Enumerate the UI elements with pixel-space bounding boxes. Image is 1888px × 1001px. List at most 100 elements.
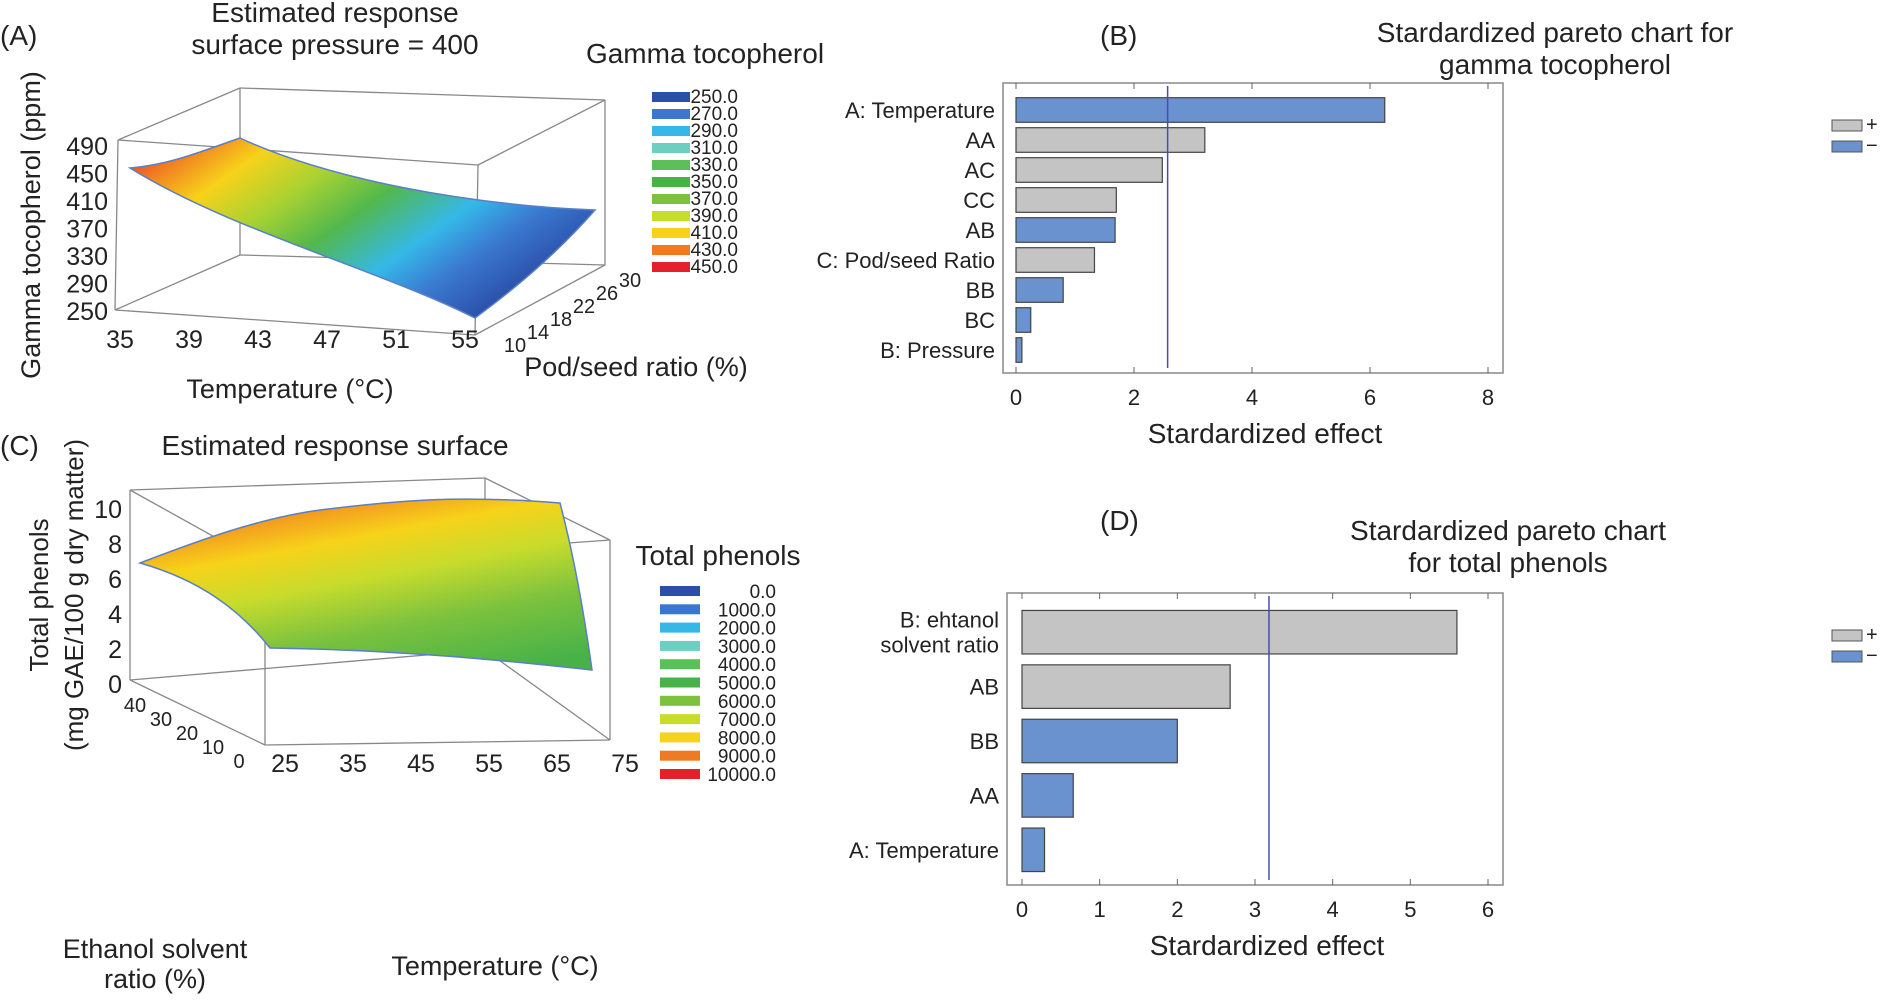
legend-label-c: 3000.0 [718, 637, 776, 658]
response-surface-a [127, 137, 597, 319]
bar-label-d: solvent ratio [880, 633, 999, 658]
y-tick-label-a: 18 [550, 309, 572, 331]
x-tick-label-a: 55 [451, 326, 479, 354]
bar-label-d: BB [970, 729, 999, 754]
bar-label-d: B: ehtanol [900, 608, 999, 633]
x-tick-label-c: 25 [271, 750, 299, 778]
z-tick-label-a: 450 [66, 161, 108, 189]
y-axis-label-c: ratio (%) [104, 964, 206, 994]
z-tick-label-c: 6 [108, 566, 122, 594]
response-surface-c [137, 498, 593, 671]
legend-swatch-a [652, 143, 690, 153]
bar-b [1015, 337, 1023, 363]
legend-swatch-c [660, 677, 700, 688]
x-tick-label-d: 5 [1404, 897, 1416, 922]
legend-swatch-a [652, 160, 690, 170]
x-tick-label-a: 39 [175, 326, 203, 354]
panel-label-a: (A) [0, 20, 37, 51]
y-tick-label-c: 10 [202, 737, 224, 759]
x-tick-label-d: 3 [1249, 897, 1261, 922]
legend-label-a: 410.0 [690, 223, 738, 244]
z-tick-label-a: 490 [66, 133, 108, 161]
box-edge [117, 87, 241, 141]
legend-swatch-a [652, 262, 690, 272]
bar-label-b: BC [964, 308, 995, 333]
legend-title-a: Gamma tocopherol [586, 38, 824, 69]
legend-swatch-d [1831, 650, 1863, 663]
panel-label-c: (C) [0, 430, 39, 461]
box-edge [477, 99, 606, 166]
bar-label-b: CC [963, 188, 995, 213]
legend-label-d: − [1866, 645, 1878, 667]
y-tick-label-c: 40 [124, 695, 146, 717]
z-tick-label-a: 330 [66, 243, 108, 271]
x-axis-label-d: Stardardized effect [1150, 930, 1385, 961]
legend-label-a: 430.0 [690, 240, 738, 261]
z-axis-label-c: (mg GAE/100 g dry matter) [59, 439, 89, 751]
bar-b [1015, 217, 1116, 243]
box-edge [114, 309, 476, 336]
x-tick-label-a: 43 [244, 326, 272, 354]
bar-label-b: AA [966, 128, 996, 153]
y-tick-label-a: 22 [573, 296, 595, 318]
x-tick-label-c: 65 [543, 750, 571, 778]
chart-title-c: Estimated response surface [161, 430, 508, 461]
x-tick-label-b: 2 [1128, 385, 1140, 410]
chart-title-b: gamma tocopherol [1439, 49, 1671, 80]
legend-swatch-c [660, 622, 700, 633]
y-axis-label-a: Pod/seed ratio (%) [524, 352, 748, 382]
box-edge [114, 254, 241, 311]
y-tick-label-c: 0 [233, 751, 244, 773]
z-tick-label-a: 250 [66, 298, 108, 326]
legend-label-d: + [1866, 624, 1878, 646]
y-tick-label-a: 14 [527, 322, 549, 344]
legend-swatch-b [1831, 119, 1863, 132]
box-edge [117, 139, 479, 166]
legend-swatch-c [660, 732, 700, 743]
bar-d [1021, 773, 1074, 818]
box-edge [114, 139, 119, 311]
legend-label-a: 270.0 [690, 104, 738, 125]
chart-title-d: for total phenols [1408, 547, 1607, 578]
legend-label-c: 10000.0 [707, 765, 776, 786]
bar-d [1021, 718, 1178, 764]
z-axis-label-c: Total phenols [24, 518, 54, 671]
legend-swatch-a [652, 211, 690, 221]
x-tick-label-d: 0 [1016, 897, 1028, 922]
bar-b [1015, 277, 1064, 303]
legend-swatch-c [660, 695, 700, 706]
x-tick-label-a: 35 [106, 326, 134, 354]
z-tick-label-c: 2 [108, 636, 122, 664]
legend-label-a: 310.0 [690, 138, 738, 159]
box-edge [129, 679, 266, 746]
legend-swatch-c [660, 586, 700, 596]
bar-label-b: C: Pod/seed Ratio [816, 248, 995, 273]
bar-d [1021, 609, 1458, 655]
legend-label-c: 5000.0 [718, 674, 776, 695]
x-tick-label-c: 35 [339, 750, 367, 778]
bar-label-d: AA [970, 783, 1000, 808]
legend-swatch-a [652, 228, 690, 238]
legend-swatch-c [660, 604, 700, 615]
x-tick-label-c: 55 [475, 750, 503, 778]
legend-swatch-c [660, 750, 700, 761]
z-tick-label-a: 290 [66, 271, 108, 299]
x-tick-label-d: 2 [1171, 897, 1183, 922]
y-axis-label-c: Ethanol solvent [63, 934, 248, 964]
bar-b [1015, 127, 1206, 153]
legend-label-a: 330.0 [690, 155, 738, 176]
legend-label-a: 350.0 [690, 172, 738, 193]
chart-title-a: Estimated response [211, 0, 458, 28]
box-edge [484, 649, 611, 741]
bar-d [1021, 664, 1231, 709]
y-tick-label-a: 30 [619, 270, 641, 292]
z-tick-label-c: 0 [108, 671, 122, 699]
x-tick-label-c: 45 [407, 750, 435, 778]
legend-swatch-c [660, 714, 700, 725]
bar-b [1015, 247, 1096, 273]
legend-label-a: 250.0 [690, 87, 738, 108]
legend-label-c: 1000.0 [718, 600, 776, 621]
bar-label-b: AB [966, 218, 995, 243]
x-axis-label-a: Temperature (°C) [186, 374, 393, 404]
y-tick-label-a: 10 [504, 335, 526, 357]
